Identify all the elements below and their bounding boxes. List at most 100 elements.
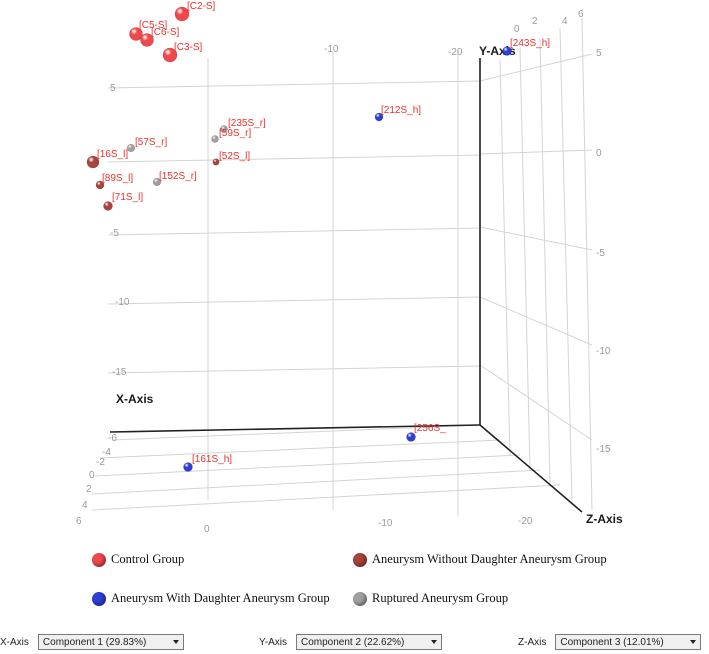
grid-line-zv-1 [519,47,531,471]
top-tick-label-1: -20 [448,47,463,58]
point-marker-10 [212,158,220,166]
data-points: [C2-S] [C5-S][C6-S] [C3-S] [243S_h] [212S_h]… [86,1,550,472]
x-tick-label-1: 4 [82,500,88,511]
z-tick-label-2: -20 [518,516,533,527]
point-marker-3 [162,47,178,63]
point-marker-15 [183,462,193,472]
axis-lines [109,58,583,513]
grid-line-z-0 [479,53,593,82]
legend-control[interactable]: Control Group [92,552,184,567]
point-label-9: [16S_l] [97,149,128,160]
point-marker-0 [174,6,190,22]
grid-line-h-3 [107,296,481,305]
grid-line-zv-2 [539,37,551,486]
point-label-12: [152S_r] [159,171,197,182]
point-marker-14 [406,432,416,442]
x-axis-select-value: Component 1 (29.83%) [42,636,147,648]
grid-line-floor-3 [91,469,541,495]
z-tick-label-1: -10 [378,518,393,529]
back-y-tick-label-0: 5 [596,48,602,59]
point-marker-5 [374,112,384,122]
grid-line-z-1 [479,149,593,155]
grid-line-zv-4 [581,17,593,511]
legend-label-control: Control Group [111,552,185,566]
top-tick-label-3: 2 [532,16,538,27]
point-marker-13 [103,201,113,211]
chevron-down-icon [430,640,437,644]
point-label-4: [243S_h] [510,38,550,49]
x-tick-label-2: 2 [86,484,92,495]
y-axis-select[interactable]: Component 2 (22.62%) [295,634,442,650]
y-axis-select-value: Component 2 (22.62%) [300,636,405,648]
grid-line-h-1 [107,154,481,163]
point-marker-4 [502,46,512,56]
legend-ruptured[interactable]: Ruptured Aneurysm Group [353,591,508,606]
x-axis-select[interactable]: Component 1 (29.83%) [37,634,184,650]
x-tick-label-5: -4 [102,447,111,458]
point-label-10: [52S_l] [219,151,250,162]
grid-lines [91,17,593,516]
back-y-tick-label-2: -5 [596,248,605,259]
z-axis-select[interactable]: Component 3 (12.01%) [555,634,702,650]
legend-label-with-daughter: Aneurysm With Daughter Aneurysm Group [111,591,330,605]
point-marker-9 [86,155,100,169]
x-tick-label-6: -6 [108,433,117,444]
back-y-tick-label-3: -10 [596,346,611,357]
point-marker-2 [140,33,154,47]
z-axis-control: Z-Axis Component 3 (12.01%) [518,634,702,650]
x-axis-caption: X-Axis [0,636,29,648]
legend-without-daughter[interactable]: Aneurysm Without Daughter Aneurysm Group [353,552,607,567]
point-label-13: [71S_l] [112,192,143,203]
x-axis-control: X-Axis Component 1 (29.83%) [0,634,184,650]
y-axis-caption: Y-Axis [259,636,287,648]
x-tick-label-3: 0 [89,470,95,481]
top-tick-label-5: 6 [578,9,584,20]
grid-line-h-4 [107,365,481,374]
point-marker-12 [152,177,162,187]
point-label-0: [C2-S] [187,1,216,12]
top-tick-label-2: 0 [514,24,520,35]
back-y-tick-label-1: 0 [596,148,602,159]
y-tick-label-0: 5 [110,83,116,94]
y-tick-label-1: -5 [110,228,119,239]
grid-line-floor-1 [99,439,501,459]
point-label-8: [57S_r] [135,137,167,148]
z-axis-select-value: Component 3 (12.01%) [560,636,664,648]
grid-line-floor-2 [94,454,521,477]
point-marker-1 [129,27,143,41]
point-marker-11 [95,180,105,190]
z-axis-caption: Z-Axis [518,636,547,648]
z-axis-name: Z-Axis [586,512,623,526]
point-label-14: [256S_ [414,423,446,434]
y-tick-label-3: -15 [112,367,127,378]
x-axis-name: X-Axis [116,392,154,406]
grid-line-zv-0 [499,59,511,456]
y-tick-label-2: -10 [115,297,130,308]
grid-line-z-4 [479,364,593,441]
point-label-5: [212S_h] [381,105,421,116]
x-axis-line [109,424,481,433]
point-marker-7 [211,135,219,143]
legend-marker-without-daughter [353,552,367,567]
grid-line-zv-3 [559,27,573,501]
grid-line-floor-4 [91,484,561,511]
legend-marker-control [92,552,106,567]
point-label-3: [C3-S] [174,42,203,53]
legend-with-daughter[interactable]: Aneurysm With Daughter Aneurysm Group [92,591,330,606]
z-axis-line [479,424,583,513]
grid-line-h-0 [107,80,481,89]
legend-label-without-daughter: Aneurysm Without Daughter Aneurysm Group [372,552,607,566]
grid-line-h-2 [107,227,481,236]
point-label-11: [89S_l] [102,173,133,184]
point-marker-6 [220,125,228,133]
legend-marker-with-daughter [92,591,106,606]
legend-label-ruptured: Ruptured Aneurysm Group [372,591,509,605]
point-label-1: [C5-S] [139,20,168,31]
z-tick-label-0: 0 [204,524,210,535]
point-label-2: [C6-S] [151,27,180,38]
point-marker-8 [126,143,136,153]
x-tick-label-4: -2 [96,457,105,468]
point-label-6: [235S_r] [228,118,266,129]
